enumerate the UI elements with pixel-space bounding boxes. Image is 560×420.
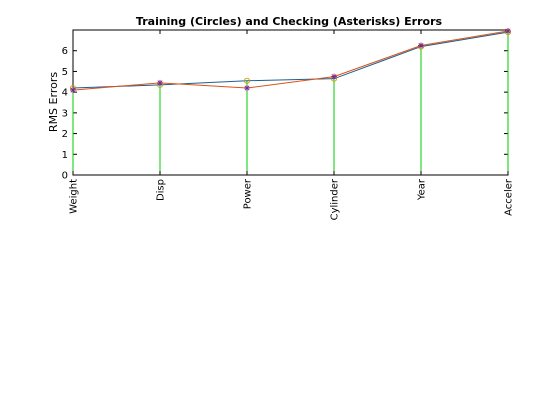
series-1-point-2 xyxy=(244,85,250,91)
series-1-point-4 xyxy=(418,42,424,49)
chart-title: Training (Circles) and Checking (Asteris… xyxy=(136,15,443,28)
x-tick-label-acceler: Acceler xyxy=(504,178,515,216)
asterisk-stroke xyxy=(505,28,511,34)
y-tick-label-3: 3 xyxy=(62,108,68,119)
x-tick-label-power: Power xyxy=(243,178,254,209)
series-0-point-2 xyxy=(243,77,251,84)
asterisk-stroke xyxy=(244,85,250,91)
y-tick-label-1: 1 xyxy=(62,150,68,161)
y-tick-label-4: 4 xyxy=(62,88,68,99)
plot-area: 0 1 2 3 4 5 6 Weight Disp Power Cylinder Year Accele… xyxy=(62,28,515,220)
y-tick-label-2: 2 xyxy=(62,129,68,140)
x-tick-label-cylinder: Cylinder xyxy=(330,178,341,220)
asterisk-stroke xyxy=(70,87,76,93)
x-tick-label-year: Year xyxy=(417,178,428,201)
series-1-point-0 xyxy=(70,87,76,94)
y-tick-label-0: 0 xyxy=(62,171,68,182)
series-1-point-5 xyxy=(505,28,511,35)
x-tick-label-disp: Disp xyxy=(156,179,167,201)
y-axis-label: RMS Errors xyxy=(47,72,60,132)
y-tick-label-6: 6 xyxy=(62,46,68,57)
asterisk-stroke xyxy=(157,80,163,86)
series-1-point-3 xyxy=(331,73,337,80)
series-1-line xyxy=(72,30,509,91)
series-0-line xyxy=(72,31,509,89)
x-tick-label-weight: Weight xyxy=(69,179,80,214)
series-1-point-1 xyxy=(157,79,163,86)
y-tick-label-5: 5 xyxy=(62,67,68,78)
asterisk-stroke xyxy=(418,43,424,49)
asterisk-stroke xyxy=(331,74,337,80)
plot-frame xyxy=(72,29,509,176)
